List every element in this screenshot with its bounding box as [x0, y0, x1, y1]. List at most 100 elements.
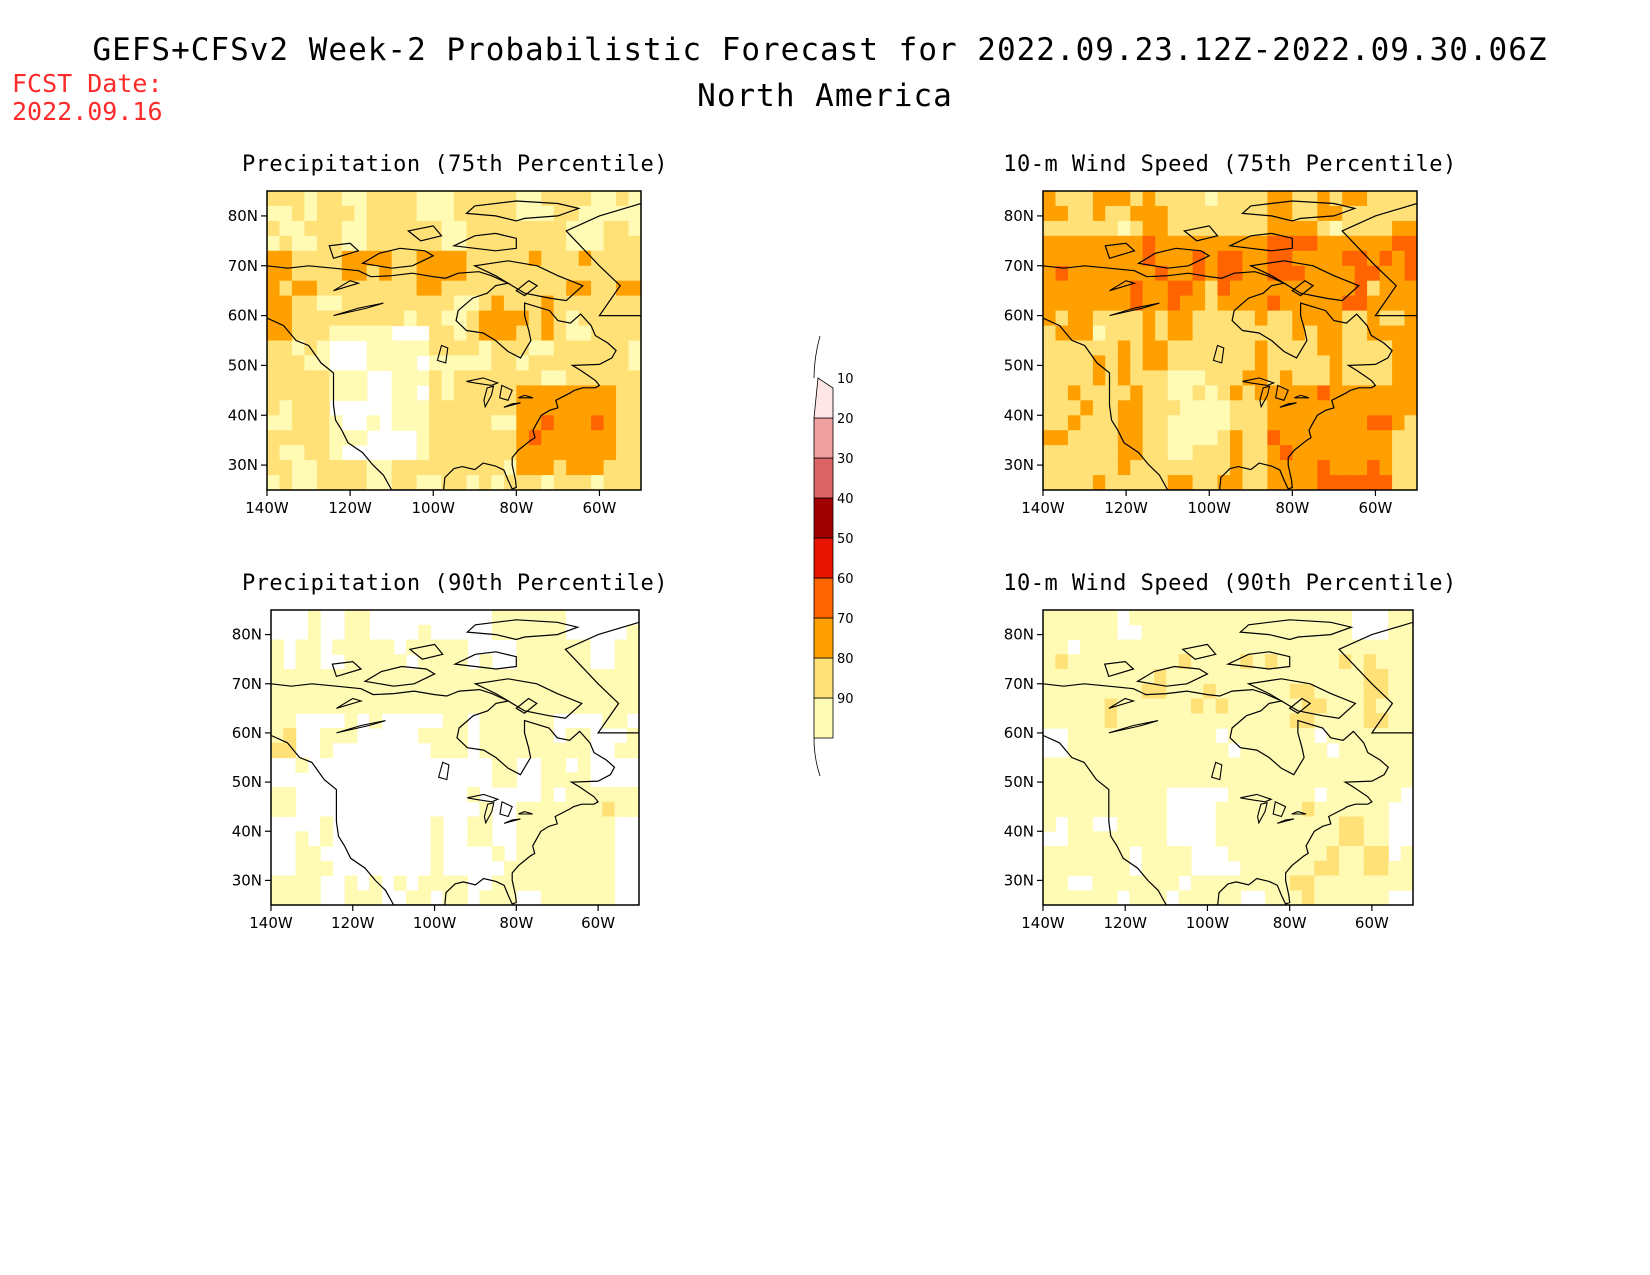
probability-cell: [467, 816, 481, 832]
probability-cell: [354, 370, 368, 386]
probability-cell: [1304, 340, 1318, 356]
probability-cell: [1292, 400, 1306, 416]
probability-cell: [591, 370, 605, 386]
probability-cell: [1142, 235, 1156, 252]
probability-cell: [1292, 295, 1306, 312]
probability-cell: [1104, 610, 1118, 626]
probability-cell: [1180, 235, 1194, 252]
probability-cell: [1142, 340, 1156, 356]
probability-cell: [320, 816, 333, 832]
probability-cell: [1180, 415, 1194, 431]
probability-cell: [1130, 220, 1144, 237]
probability-cell: [393, 698, 407, 714]
probability-cell: [528, 370, 542, 386]
probability-cell: [354, 235, 368, 252]
probability-cell: [1388, 610, 1402, 626]
probability-cell: [329, 385, 343, 401]
probability-cell: [1217, 430, 1231, 446]
probability-cell: [454, 460, 468, 476]
probability-cell: [1279, 430, 1293, 446]
probability-cell: [454, 325, 468, 342]
probability-cell: [603, 205, 617, 222]
probability-cell: [416, 295, 430, 312]
probability-cell: [1279, 415, 1293, 431]
probability-cell: [479, 831, 493, 847]
probability-cell: [1142, 385, 1156, 401]
probability-cell: [553, 831, 566, 847]
probability-cell: [1289, 610, 1303, 626]
probability-cell: [1228, 610, 1241, 626]
probability-cell: [1104, 757, 1118, 773]
probability-cell: [1267, 445, 1281, 461]
probability-cell: [589, 669, 603, 685]
probability-cell: [1203, 742, 1217, 759]
probability-cell: [454, 340, 468, 356]
probability-cell: [478, 355, 492, 371]
probability-cell: [541, 220, 555, 237]
probability-cell: [267, 340, 281, 356]
y-tick-label: 60N: [1004, 724, 1034, 742]
probability-cell: [578, 205, 592, 222]
probability-cell: [478, 235, 492, 252]
probability-cell: [478, 191, 492, 207]
probability-cell: [1117, 742, 1130, 759]
probability-cell: [1180, 325, 1194, 342]
probability-cell: [1242, 340, 1256, 356]
probability-cell: [1230, 400, 1244, 416]
probability-cell: [1329, 205, 1343, 222]
probability-cell: [503, 325, 517, 342]
probability-cell: [1351, 757, 1365, 773]
probability-cell: [628, 370, 641, 386]
probability-cell: [1215, 742, 1229, 759]
probability-cell: [1339, 831, 1352, 847]
probability-cell: [291, 445, 305, 461]
probability-cell: [478, 325, 492, 342]
probability-cell: [1228, 654, 1241, 670]
probability-cell: [1240, 816, 1254, 832]
probability-cell: [1043, 713, 1056, 729]
probability-cell: [603, 295, 617, 312]
colorbar-label: 40: [837, 492, 854, 507]
probability-cell: [1092, 385, 1106, 401]
probability-cell: [1215, 683, 1229, 700]
probability-cell: [1104, 713, 1118, 729]
probability-cell: [1351, 639, 1365, 655]
probability-cell: [1067, 445, 1081, 461]
probability-cell: [1404, 475, 1417, 490]
probability-cell: [1379, 445, 1393, 461]
probability-cell: [1080, 831, 1093, 847]
probability-cell: [1265, 728, 1278, 744]
probability-cell: [553, 610, 566, 626]
probability-cell: [1217, 250, 1231, 267]
probability-cell: [603, 415, 617, 431]
probability-cell: [591, 430, 605, 446]
probability-cell: [1265, 654, 1278, 670]
probability-cell: [1363, 787, 1377, 803]
probability-cell: [516, 415, 530, 431]
probability-cell: [491, 340, 505, 356]
y-tick-label: 70N: [1004, 257, 1034, 275]
probability-cell: [1117, 445, 1131, 461]
probability-cell: [1242, 475, 1256, 490]
probability-cell: [441, 250, 455, 267]
probability-cell: [1104, 801, 1118, 818]
probability-cell: [1279, 280, 1293, 297]
probability-cell: [577, 654, 591, 670]
probability-cell: [1279, 340, 1293, 356]
probability-cell: [1117, 713, 1130, 729]
probability-cell: [589, 831, 603, 847]
probability-cell: [404, 220, 418, 237]
probability-cell: [1215, 610, 1229, 626]
probability-cell: [1242, 430, 1256, 446]
probability-cell: [291, 265, 305, 282]
probability-cell: [1092, 430, 1106, 446]
probability-cell: [1043, 860, 1056, 877]
y-tick-label: 40N: [232, 822, 262, 840]
probability-cell: [541, 415, 555, 431]
probability-cell: [1117, 191, 1131, 207]
probability-cell: [541, 370, 555, 386]
lake-outline: [1277, 818, 1294, 824]
probability-cell: [603, 250, 617, 267]
probability-cell: [1154, 610, 1167, 626]
probability-cell: [1329, 191, 1343, 207]
